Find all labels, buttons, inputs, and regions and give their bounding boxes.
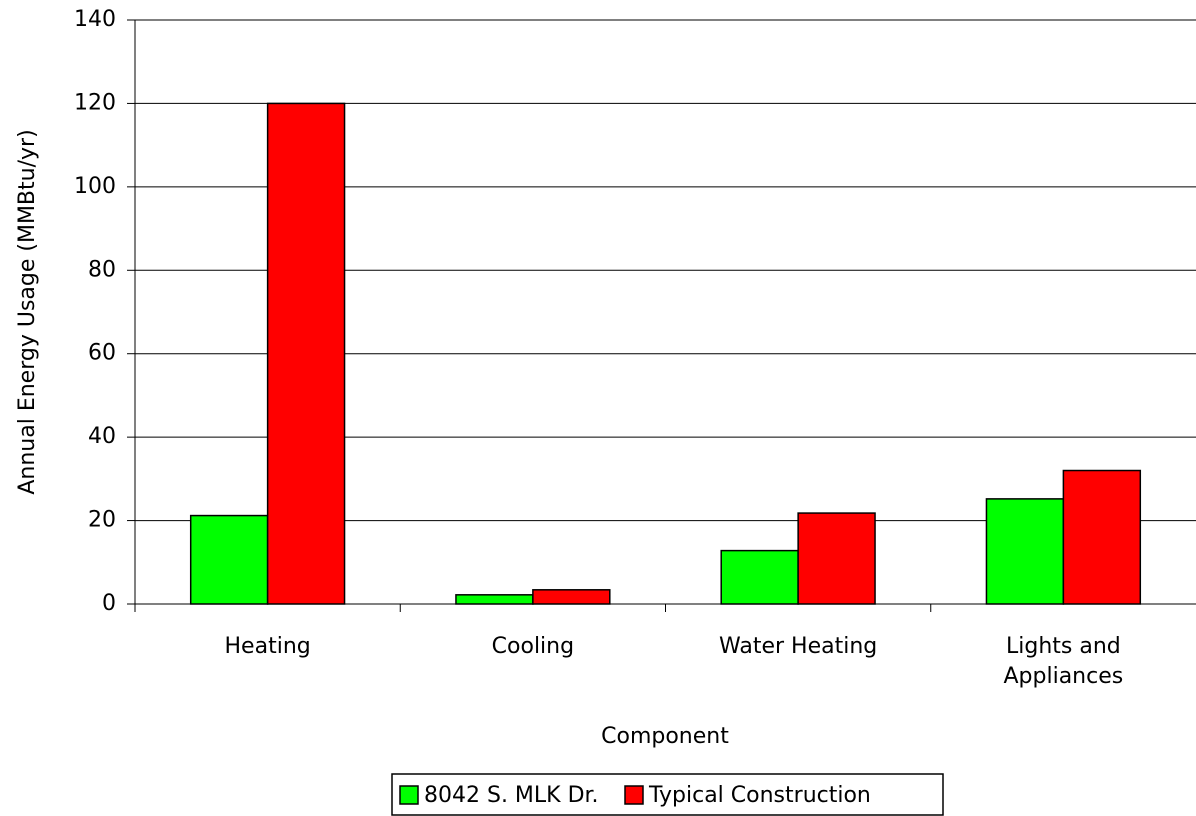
y-tick-label: 60 <box>88 341 116 366</box>
y-tick-label: 120 <box>74 90 116 115</box>
bar <box>455 594 534 605</box>
y-tick-label: 100 <box>74 174 116 199</box>
x-axis-title: Component <box>601 724 729 749</box>
bar <box>189 514 269 605</box>
legend-label: Typical Construction <box>648 783 871 808</box>
legend-box <box>391 773 944 816</box>
y-tick-label: 80 <box>88 257 116 282</box>
bar <box>266 102 346 605</box>
bar <box>985 498 1065 605</box>
bar <box>720 549 799 605</box>
y-tick-label: 20 <box>88 508 116 533</box>
y-tick-label: 140 <box>74 7 116 32</box>
bar <box>532 589 611 605</box>
y-axis-title: Annual Energy Usage (MMBtu/yr) <box>15 129 40 494</box>
legend-label: 8042 S. MLK Dr. <box>424 783 599 808</box>
x-tick-label: Water Heating <box>719 634 878 659</box>
y-tick-label: 40 <box>88 424 116 449</box>
bar <box>797 512 876 605</box>
bar <box>1062 469 1142 605</box>
x-tick-label: Heating <box>224 634 311 659</box>
legend-swatch <box>399 785 419 805</box>
legend-swatch <box>624 785 644 805</box>
x-tick-label: Lights and Appliances <box>1003 634 1124 689</box>
x-tick-label: Cooling <box>491 634 575 659</box>
y-tick-label: 0 <box>102 591 116 616</box>
